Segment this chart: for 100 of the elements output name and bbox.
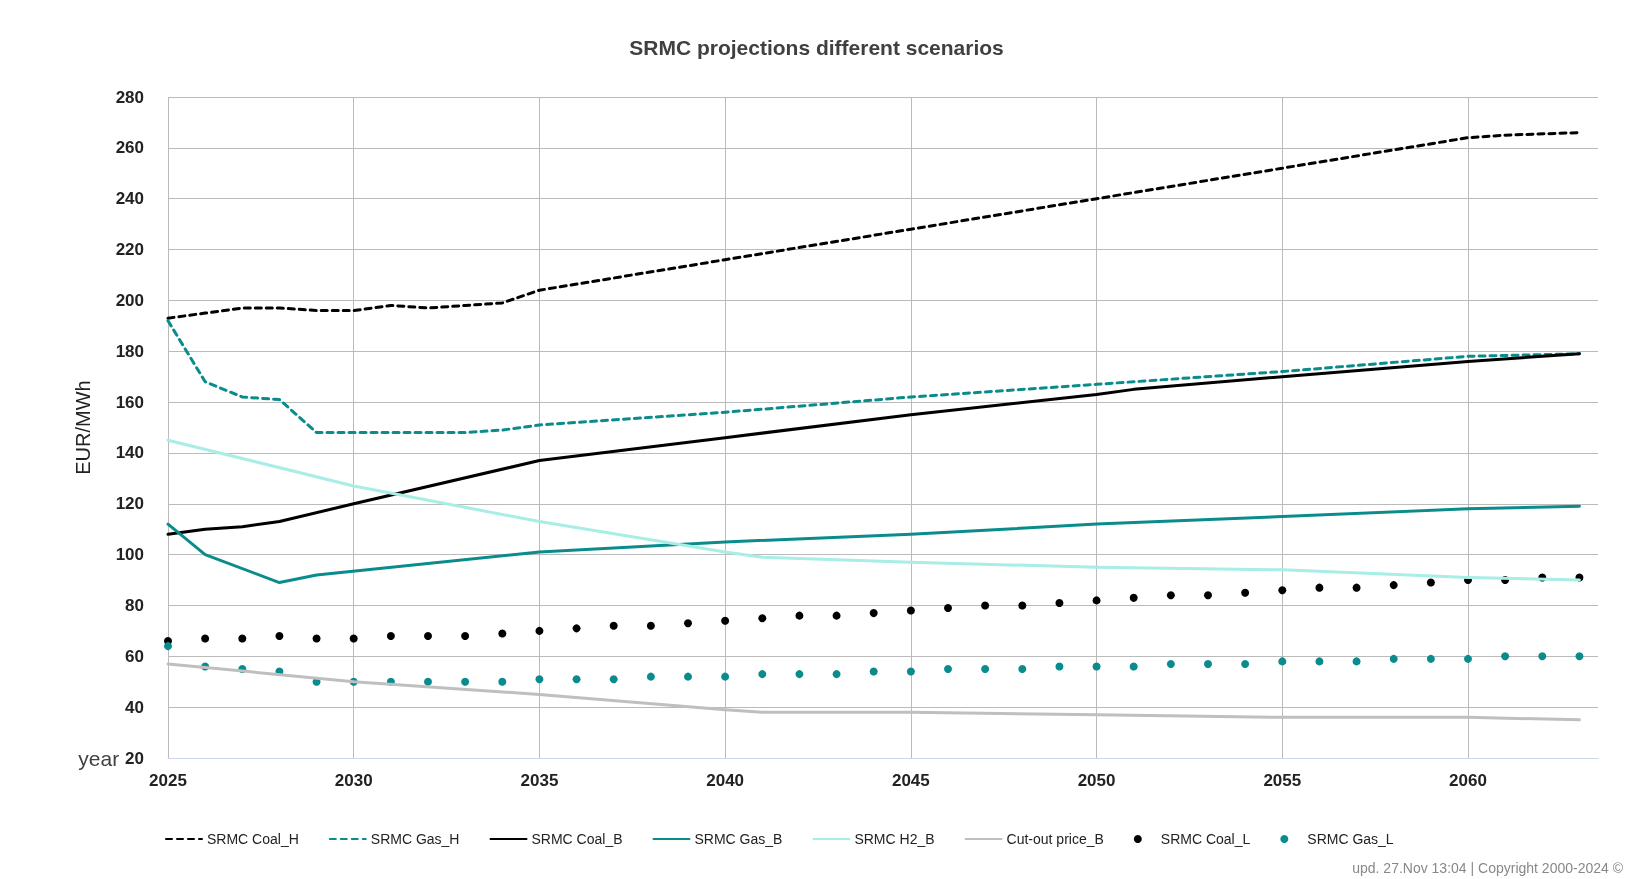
legend-label: SRMC Gas_B <box>694 831 783 847</box>
point <box>164 642 172 651</box>
point <box>1389 654 1398 663</box>
point <box>312 634 321 643</box>
point <box>869 667 878 676</box>
legend-label: SRMC Coal_B <box>531 831 623 847</box>
y-tick-label: 220 <box>115 240 144 260</box>
point <box>535 675 544 684</box>
point <box>906 667 915 676</box>
point <box>1315 657 1324 666</box>
y-tick-label: 80 <box>125 595 144 615</box>
point <box>684 672 692 681</box>
legend-label: SRMC Coal_H <box>207 831 299 847</box>
point <box>424 631 432 640</box>
point <box>386 631 395 640</box>
point <box>758 614 767 623</box>
point <box>1278 657 1287 666</box>
y-tick-label: 240 <box>115 189 144 209</box>
point <box>832 670 841 679</box>
point <box>1166 591 1175 600</box>
point <box>721 616 730 625</box>
y-tick-label: 260 <box>115 138 144 158</box>
point <box>906 606 915 615</box>
x-tick-label: 2025 <box>149 771 187 790</box>
legend-label: SRMC H2_B <box>854 831 935 847</box>
y-axis-title: EUR/MWh <box>72 380 94 475</box>
point <box>721 672 730 681</box>
point <box>275 631 284 640</box>
point <box>1204 659 1212 668</box>
point <box>646 672 655 681</box>
point <box>424 677 432 686</box>
legend-label: SRMC Coal_L <box>1160 831 1251 847</box>
legend-label: Cut-out price_B <box>1006 831 1104 847</box>
point <box>1129 593 1138 602</box>
point <box>832 611 841 620</box>
point <box>498 677 507 686</box>
point <box>869 609 878 618</box>
x-tick-label: 2055 <box>1263 771 1302 790</box>
point <box>1055 662 1064 671</box>
point <box>461 631 470 640</box>
point <box>609 675 618 684</box>
line-series <box>166 131 1581 320</box>
point <box>1501 652 1510 661</box>
x-tick-label: 2060 <box>1449 771 1487 790</box>
point <box>572 624 581 633</box>
point <box>1166 659 1175 668</box>
point <box>609 621 618 630</box>
point <box>1055 598 1064 607</box>
x-tick-label: 2050 <box>1077 771 1116 790</box>
point <box>498 629 507 638</box>
x-axis-title: year <box>78 746 120 770</box>
point <box>758 670 767 679</box>
point <box>535 626 544 635</box>
point <box>944 604 952 612</box>
point <box>1575 652 1584 661</box>
point <box>1092 596 1101 605</box>
y-tick-label: 40 <box>125 697 144 717</box>
point <box>981 601 990 610</box>
point <box>349 634 358 643</box>
y-tick-label: 180 <box>115 341 144 361</box>
line-series <box>166 352 1581 536</box>
y-tick-label: 160 <box>115 392 144 412</box>
x-tick-label: 2035 <box>520 771 559 790</box>
point <box>1352 657 1361 666</box>
point <box>795 670 804 679</box>
point <box>1315 583 1324 592</box>
point <box>981 665 990 674</box>
text: upd. 27.Nov 13:04 | Copyright 2000-2024 © <box>1352 860 1624 876</box>
point <box>572 675 581 684</box>
point <box>684 619 692 628</box>
y-tick-label: 60 <box>125 646 144 666</box>
y-tick-label: 200 <box>115 290 144 310</box>
point <box>1018 665 1027 674</box>
point <box>461 677 470 686</box>
legend-label: SRMC Gas_H <box>370 831 460 847</box>
point <box>1018 601 1027 610</box>
legend-label: SRMC Gas_L <box>1307 831 1394 847</box>
point <box>201 634 210 643</box>
y-tick-label: 280 <box>115 87 144 107</box>
point <box>795 611 804 620</box>
y-tick-label: 120 <box>115 494 144 514</box>
point <box>238 634 247 643</box>
x-tick-label: 2030 <box>334 771 373 790</box>
y-tick-label: 20 <box>125 748 144 768</box>
line-series <box>166 504 1581 585</box>
point <box>1538 652 1547 661</box>
point <box>1092 662 1101 671</box>
point <box>1389 581 1398 590</box>
x-tick-label: 2040 <box>706 771 745 790</box>
point <box>1241 588 1250 597</box>
point <box>1352 583 1361 592</box>
point <box>1241 659 1250 668</box>
point <box>1204 591 1212 600</box>
point <box>1426 578 1435 587</box>
point <box>1129 662 1138 671</box>
point <box>1426 654 1435 663</box>
y-tick-label: 140 <box>115 443 144 463</box>
point <box>1464 654 1472 663</box>
x-tick-label: 2045 <box>891 771 930 790</box>
point <box>646 621 655 630</box>
